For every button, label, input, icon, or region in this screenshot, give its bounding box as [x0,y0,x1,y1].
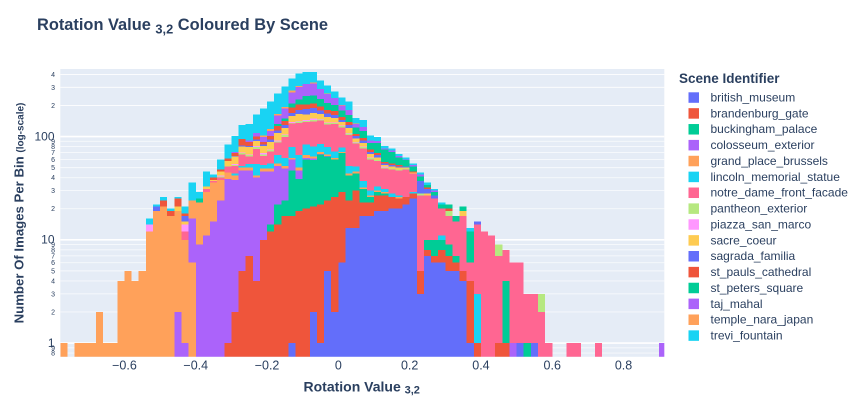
svg-text:sagrada_familia: sagrada_familia [711,249,796,263]
svg-text:4: 4 [51,72,55,79]
svg-text:notre_dame_front_facade: notre_dame_front_facade [711,186,849,200]
svg-text:buckingham_palace: buckingham_palace [711,122,818,136]
svg-text:temple_nara_japan: temple_nara_japan [711,313,814,327]
svg-text:3: 3 [51,85,55,92]
svg-text:2: 2 [51,103,55,110]
svg-text:0.4: 0.4 [472,359,489,373]
svg-text:10: 10 [41,233,55,247]
svg-text:9: 9 [51,242,55,249]
svg-text:0: 0 [335,359,342,373]
svg-text:grand_place_brussels: grand_place_brussels [711,154,828,168]
svg-text:0.8: 0.8 [615,359,632,373]
svg-text:0.2: 0.2 [401,359,418,373]
svg-text:−0.4: −0.4 [183,359,208,373]
svg-text:Number Of Images Per Bin (log-: Number Of Images Per Bin (log-scale) [12,103,27,324]
svg-text:2: 2 [51,206,55,213]
svg-text:taj_mahal: taj_mahal [711,297,763,311]
svg-text:1: 1 [48,336,55,350]
svg-text:Scene Identifier: Scene Identifier [679,71,780,86]
svg-text:british_museum: british_museum [711,91,796,105]
svg-text:100: 100 [34,129,54,143]
svg-text:8: 8 [51,351,55,358]
svg-text:st_pauls_cathedral: st_pauls_cathedral [711,265,812,279]
svg-text:8: 8 [51,144,55,151]
svg-text:st_peters_square: st_peters_square [711,281,804,295]
svg-text:7: 7 [51,253,55,260]
svg-text:Rotation Value 3,2: Rotation Value 3,2 [304,379,420,397]
svg-text:piazza_san_marco: piazza_san_marco [711,217,812,231]
svg-text:sacre_coeur: sacre_coeur [711,233,777,247]
svg-text:6: 6 [51,260,55,267]
svg-text:brandenburg_gate: brandenburg_gate [711,106,809,120]
svg-text:colosseum_exterior: colosseum_exterior [711,138,815,152]
svg-text:8: 8 [51,247,55,254]
svg-text:9: 9 [51,139,55,146]
svg-text:3: 3 [51,291,55,298]
svg-text:pantheon_exterior: pantheon_exterior [711,202,808,216]
svg-text:3: 3 [51,188,55,195]
svg-text:lincoln_memorial_statue: lincoln_memorial_statue [711,170,841,184]
svg-text:−0.2: −0.2 [255,359,280,373]
svg-text:6: 6 [51,157,55,164]
svg-text:−0.6: −0.6 [112,359,137,373]
svg-text:5: 5 [51,268,55,275]
svg-text:4: 4 [51,278,55,285]
svg-text:trevi_fountain: trevi_fountain [711,329,783,343]
svg-text:0.6: 0.6 [544,359,561,373]
svg-text:7: 7 [51,150,55,157]
svg-text:5: 5 [51,165,55,172]
svg-text:2: 2 [51,309,55,316]
svg-text:9: 9 [51,345,55,352]
svg-text:Rotation Value 3,2 Coloured By: Rotation Value 3,2 Coloured By Scene [37,16,328,37]
svg-text:4: 4 [51,175,55,182]
